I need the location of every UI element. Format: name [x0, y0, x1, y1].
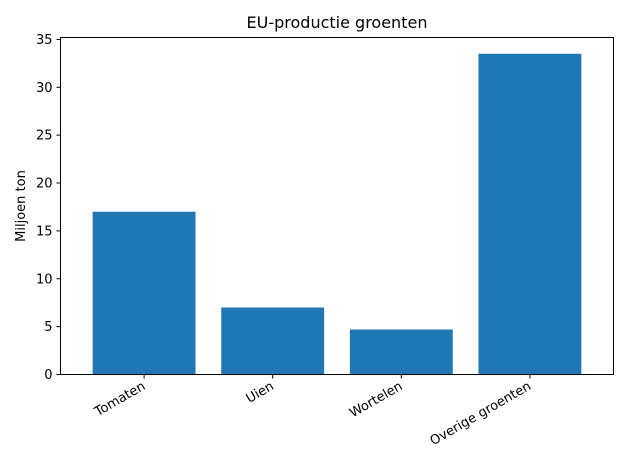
y-axis-ticks: 0 5 10 15 20 25 30 35 [36, 33, 61, 383]
y-axis-label: Miljoen ton [14, 170, 29, 242]
x-tick-label: Uien [244, 379, 277, 407]
y-tick-label: 25 [36, 129, 53, 144]
bars-group [92, 53, 582, 375]
bar-tomaten [92, 211, 196, 375]
y-tick-label: 10 [36, 272, 53, 287]
chart-title: EU-productie groenten [247, 13, 428, 32]
y-tick-label: 35 [36, 33, 53, 48]
x-tick-label: Wortelen [347, 379, 405, 421]
bar-overige-groenten [478, 53, 582, 375]
y-tick-label: 20 [36, 177, 53, 192]
y-tick-label: 5 [44, 320, 52, 335]
plot-frame [60, 37, 614, 375]
y-tick-label: 30 [36, 81, 53, 96]
bar-uien [221, 307, 325, 375]
x-axis-ticks: Tomaten Uien Wortelen Overige groenten [92, 374, 534, 449]
x-tick-label: Overige groenten [428, 379, 534, 449]
x-tick-label: Tomaten [92, 379, 149, 420]
bar-wortelen [349, 329, 453, 375]
y-tick-label: 15 [36, 224, 53, 239]
y-tick-label: 0 [44, 368, 52, 383]
